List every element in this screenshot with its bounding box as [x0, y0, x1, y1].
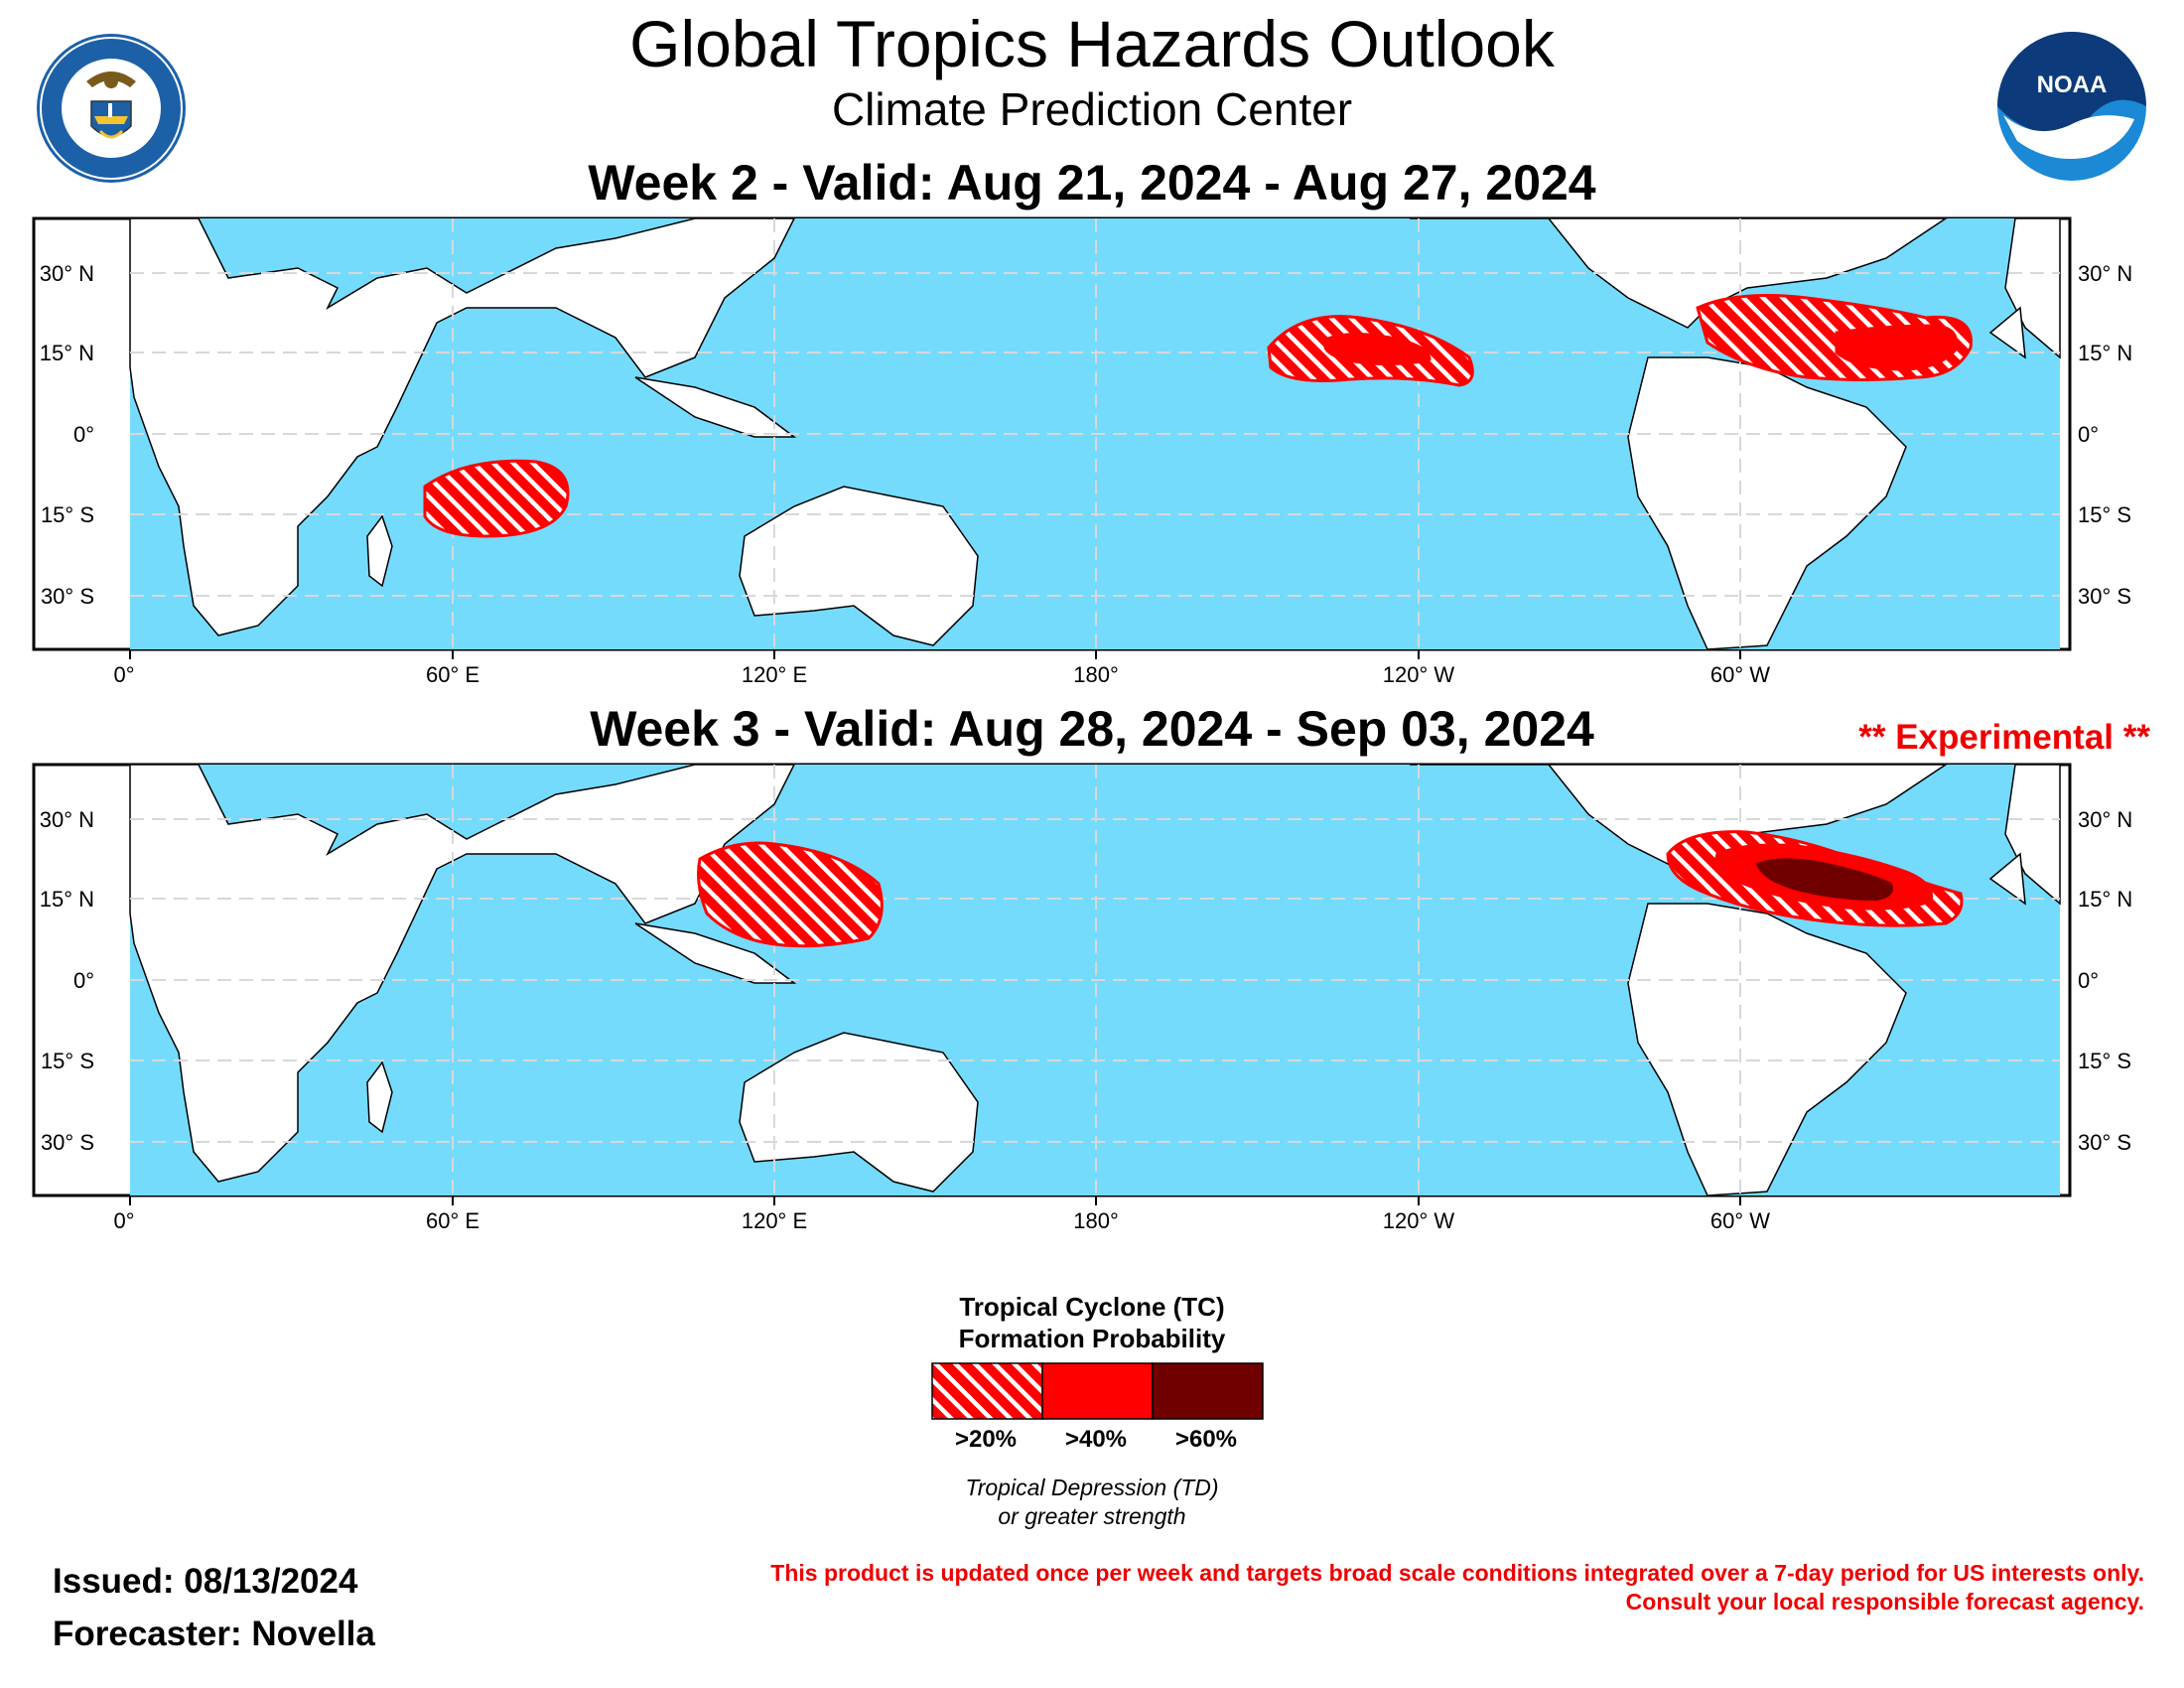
noaa-logo-text: NOAA — [2036, 71, 2108, 98]
week3-lon-labels: 0° 60° E 120° E 180° 120° W 60° W — [113, 1208, 1770, 1233]
week2-lat-right-15s: 15° S — [2078, 502, 2131, 527]
week3-lat-left-30s: 30° S — [41, 1130, 94, 1155]
legend-label-60: >60% — [1174, 1426, 1238, 1453]
week2-lat-right-30n: 30° N — [2078, 261, 2132, 286]
week2-land — [129, 218, 2061, 650]
week2-lat-right-30s: 30° S — [2078, 584, 2131, 609]
disclaimer-line2: Consult your local responsible forecast … — [1625, 1589, 2144, 1615]
week3-lat-left-30n: 30° N — [40, 807, 94, 832]
week3-lat-left-0: 0° — [73, 968, 94, 993]
legend-title-line2: Formation Probability — [958, 1324, 1226, 1353]
week2-lat-labels: 30° N 15° N 0° 15° S 30° S 30° N 15° N 0… — [40, 261, 2133, 609]
week2-lat-left-30s: 30° S — [41, 584, 94, 609]
week2-lat-left-15s: 15° S — [41, 502, 94, 527]
week3-ticks — [129, 1196, 1741, 1205]
week2-lon-60w: 60° W — [1710, 662, 1770, 687]
week2-lon-0: 0° — [113, 662, 134, 687]
experimental-tag: ** Experimental ** — [1858, 718, 2150, 757]
week3-lat-left-15n: 15° N — [40, 887, 94, 912]
week3-lon-120e: 120° E — [742, 1208, 807, 1233]
legend-label-20: >20% — [954, 1426, 1018, 1453]
legend-swatch-20 — [931, 1362, 1043, 1420]
legend-title-line1: Tropical Cyclone (TC) — [959, 1292, 1225, 1322]
disclaimer: This product is updated once per week an… — [556, 1559, 2144, 1617]
page-subtitle: Climate Prediction Center — [831, 83, 1353, 135]
week2-lon-180: 180° — [1073, 662, 1119, 687]
week3-lat-left-15s: 15° S — [41, 1049, 94, 1073]
disclaimer-line1: This product is updated once per week an… — [770, 1560, 2144, 1586]
commerce-seal-logo — [35, 32, 188, 185]
week2-lat-left-15n: 15° N — [40, 341, 94, 365]
week2-lat-left-30n: 30° N — [40, 261, 94, 286]
week2-lon-120e: 120° E — [742, 662, 807, 687]
week3-lon-180: 180° — [1073, 1208, 1119, 1233]
week2-lat-right-0: 0° — [2078, 422, 2099, 447]
week2-hazard-atlantic-core — [1835, 324, 1959, 371]
week3-hazard-philippine-sea — [697, 841, 884, 948]
week3-lat-right-30n: 30° N — [2078, 807, 2132, 832]
week3-lat-labels: 30° N 15° N 0° 15° S 30° S 30° N 15° N 0… — [40, 807, 2133, 1155]
week2-ticks — [129, 649, 1741, 659]
week2-title: Week 2 - Valid: Aug 21, 2024 - Aug 27, 2… — [588, 155, 1596, 211]
week2-lat-left-0: 0° — [73, 422, 94, 447]
legend-note-line2: or greater strength — [998, 1503, 1186, 1529]
week2-lat-right-15n: 15° N — [2078, 341, 2132, 365]
legend-note: Tropical Depression (TD) or greater stre… — [844, 1474, 1340, 1531]
legend-swatches — [931, 1362, 1265, 1425]
legend-note-line1: Tropical Depression (TD) — [965, 1475, 1219, 1500]
week3-lon-60e: 60° E — [426, 1208, 479, 1233]
week2-graticule — [130, 218, 2060, 649]
week3-lon-120w: 120° W — [1383, 1208, 1455, 1233]
week2-hazard-south-indian — [423, 459, 570, 538]
week2-map-panel: 30° N 15° N 0° 15° S 30° S 30° N 15° N 0… — [0, 209, 2184, 695]
week3-lon-0: 0° — [113, 1208, 134, 1233]
week3-lat-right-0: 0° — [2078, 968, 2099, 993]
week3-hazard-atlantic-core — [1755, 858, 1893, 902]
week3-land — [129, 765, 2061, 1196]
legend-swatch-60 — [1152, 1362, 1264, 1420]
week3-map-panel: 30° N 15° N 0° 15° S 30° S 30° N 15° N 0… — [0, 755, 2184, 1241]
week2-lon-labels: 0° 60° E 120° E 180° 120° W 60° W — [113, 662, 1770, 687]
legend-title: Tropical Cyclone (TC) Formation Probabil… — [844, 1291, 1340, 1354]
week2-lon-120w: 120° W — [1383, 662, 1455, 687]
noaa-logo: NOAA — [1995, 30, 2148, 183]
week3-lat-right-15n: 15° N — [2078, 887, 2132, 912]
forecaster-name: Forecaster: Novella — [53, 1615, 375, 1653]
week3-lat-right-30s: 30° S — [2078, 1130, 2131, 1155]
week3-lat-right-15s: 15° S — [2078, 1049, 2131, 1073]
week3-lon-60w: 60° W — [1710, 1208, 1770, 1233]
week2-lon-60e: 60° E — [426, 662, 479, 687]
legend-label-40: >40% — [1064, 1426, 1128, 1453]
week2-hazard-east-pacific-core — [1323, 332, 1432, 365]
legend-swatch-40 — [1041, 1362, 1154, 1420]
issued-date: Issued: 08/13/2024 — [53, 1562, 358, 1601]
page-title: Global Tropics Hazards Outlook — [629, 7, 1555, 80]
week3-title: Week 3 - Valid: Aug 28, 2024 - Sep 03, 2… — [590, 701, 1594, 757]
